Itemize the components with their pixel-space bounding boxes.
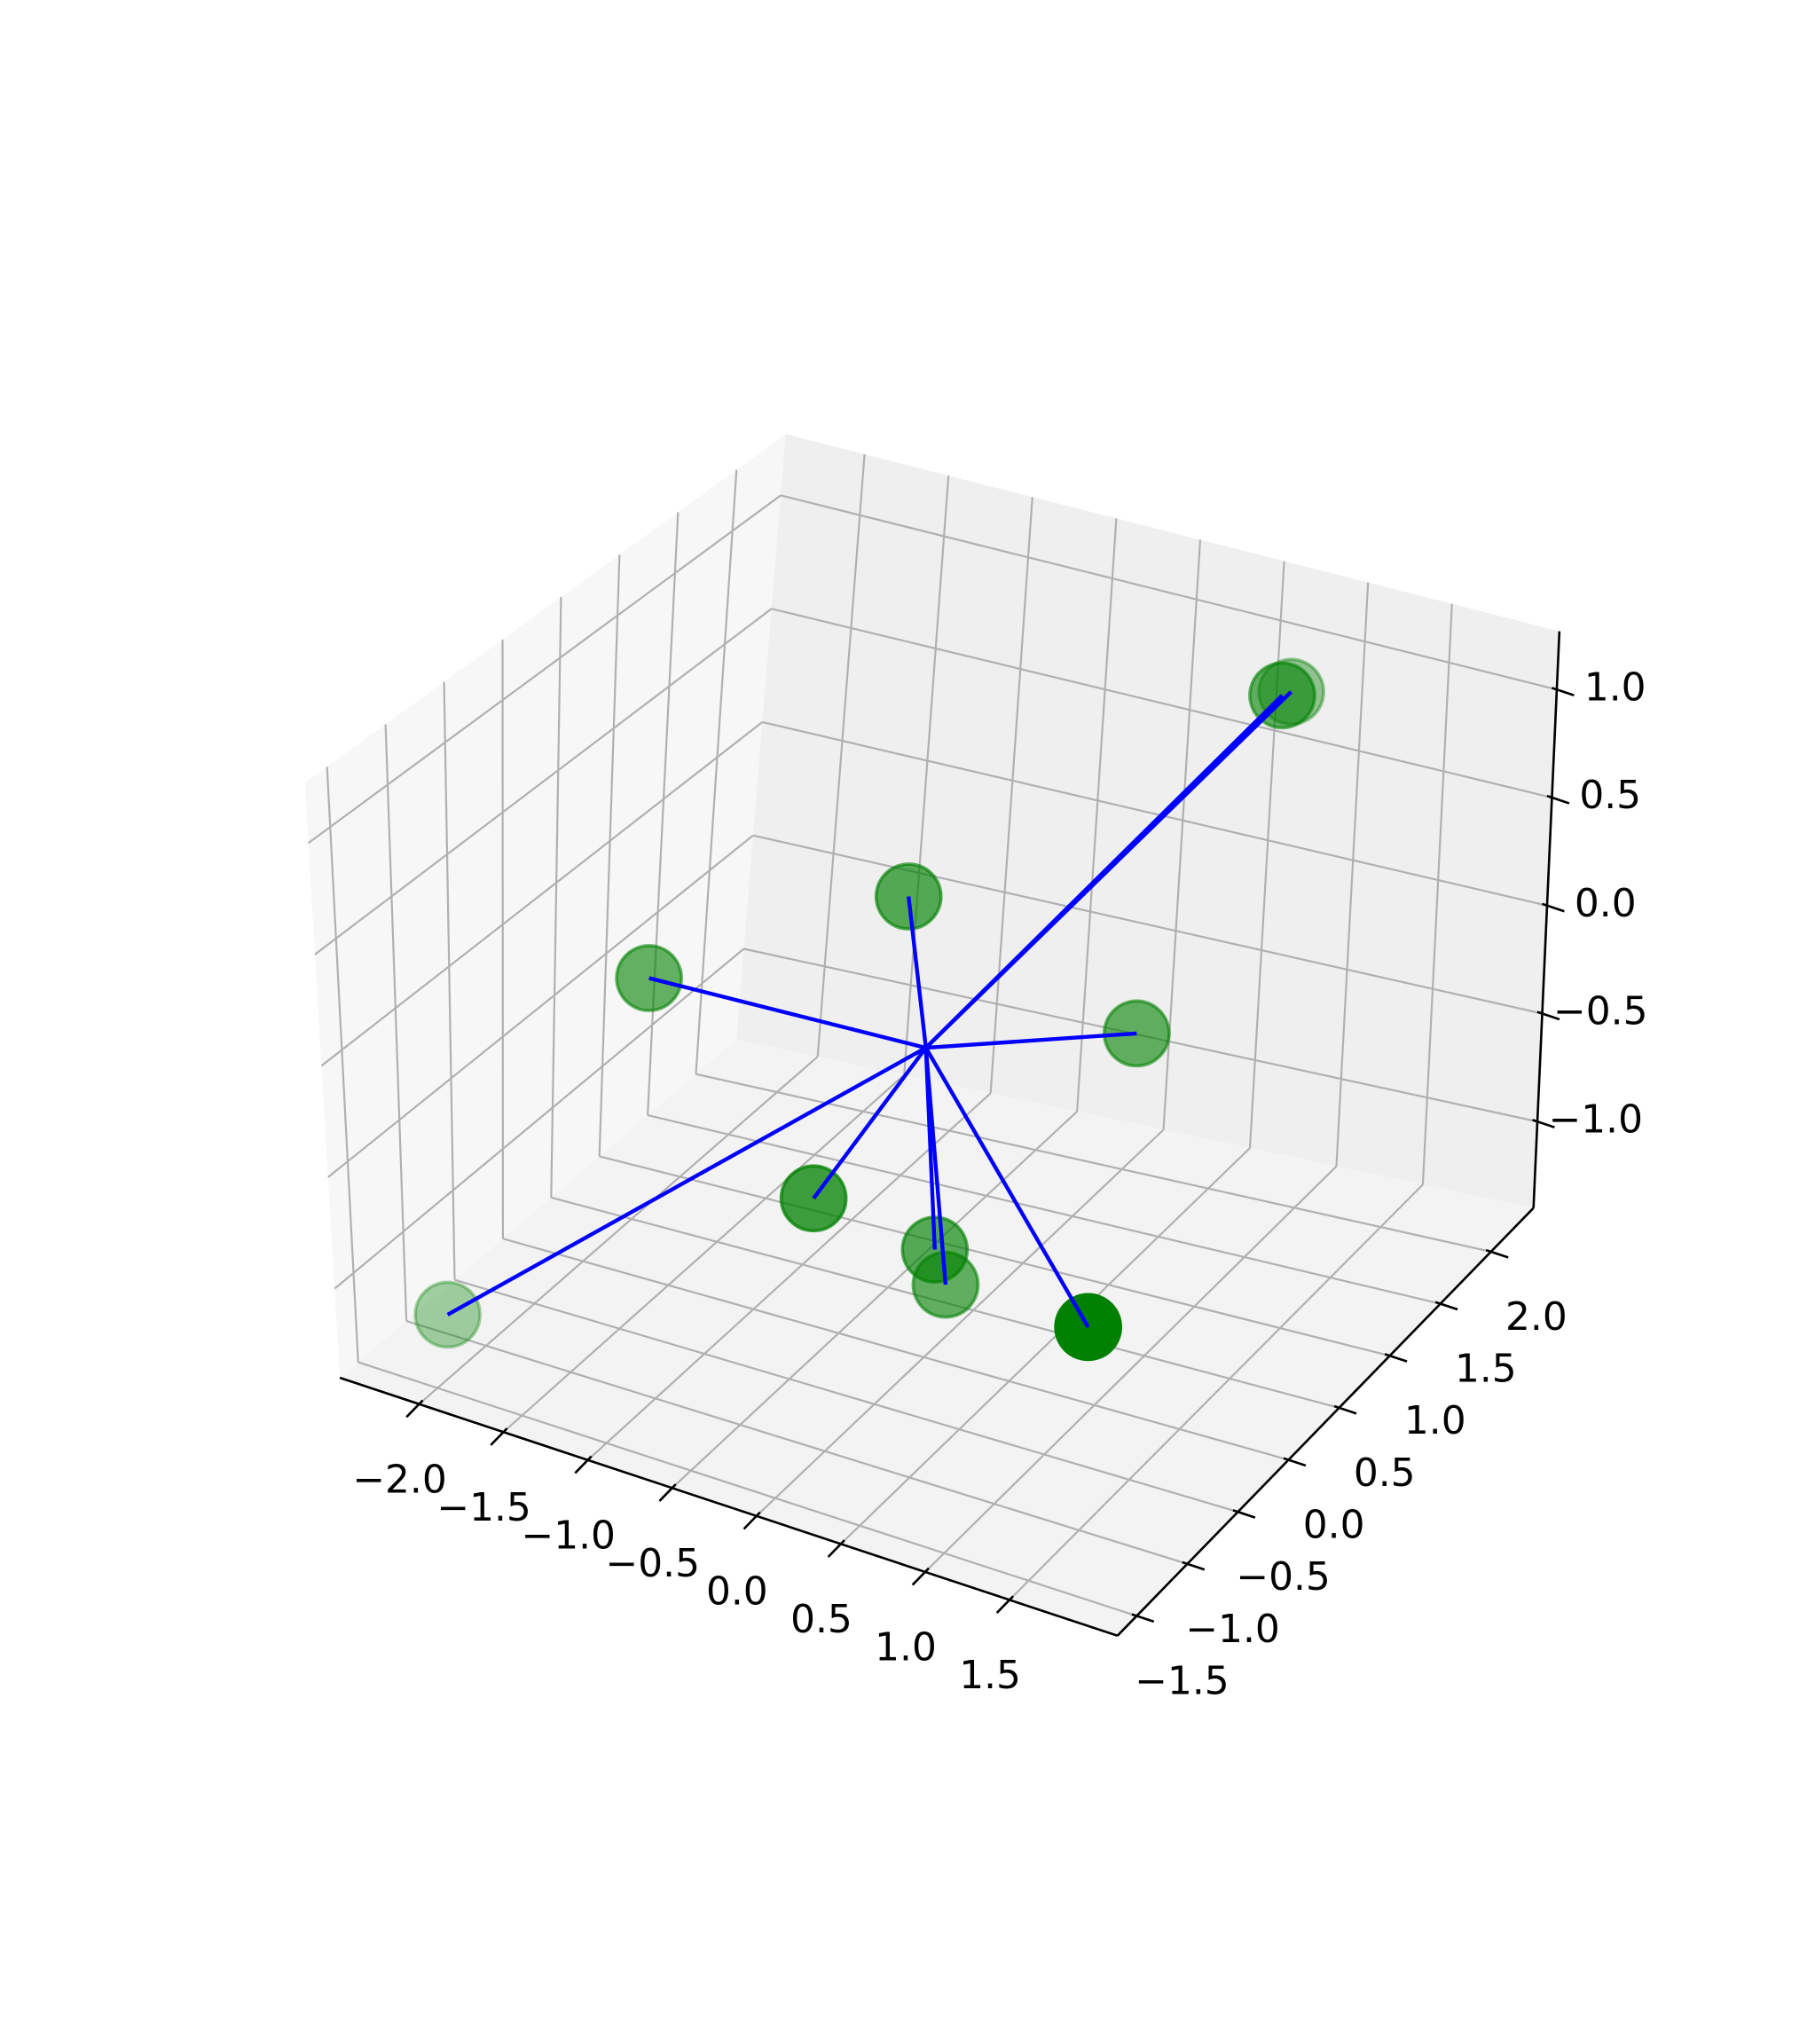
z-axis [1532, 631, 1561, 1208]
x-tick-label: −0.5 [606, 1541, 700, 1586]
y-tick-label: 1.0 [1404, 1398, 1466, 1443]
grid-line [695, 469, 738, 1074]
z-tick [1536, 1010, 1560, 1021]
z-tick-label: −0.5 [1553, 989, 1647, 1034]
y-axis [1116, 1207, 1535, 1637]
x-tick-label: −2.0 [352, 1457, 446, 1502]
point [1054, 1293, 1122, 1362]
grid-line [762, 720, 1548, 907]
left-pane [304, 434, 786, 1379]
grid-line [550, 597, 562, 1198]
grid-line [1248, 561, 1285, 1149]
z-tick-label: −1.0 [1549, 1097, 1643, 1142]
z-tick [1542, 902, 1565, 913]
grid-line [334, 947, 745, 1290]
y-tick-label: −0.5 [1236, 1554, 1330, 1600]
ray [923, 1046, 1090, 1328]
ray [446, 1046, 927, 1317]
grid-line [358, 1361, 1137, 1617]
grid-line [1335, 582, 1370, 1167]
y-tick-label: −1.0 [1185, 1607, 1279, 1652]
grid-line [443, 681, 456, 1280]
point [413, 1280, 482, 1349]
grid-line [771, 608, 1552, 799]
ray [907, 896, 928, 1049]
y-tick-label: 2.0 [1505, 1294, 1568, 1340]
grid-line [646, 512, 680, 1116]
grid-line [816, 453, 866, 1057]
grid-line [314, 608, 773, 955]
z-tick-label: 0.5 [1579, 773, 1641, 818]
ray [925, 1031, 1137, 1050]
grid-line [384, 724, 408, 1322]
z-tick-label: 1.0 [1584, 664, 1646, 710]
grid-line [989, 497, 1033, 1094]
ray [924, 690, 1293, 1050]
z-tick [1551, 687, 1575, 696]
x-tick-label: 0.5 [790, 1597, 852, 1642]
grid-line [780, 494, 1558, 691]
x-tick-label: 1.5 [959, 1653, 1021, 1698]
x-tick-label: 1.0 [875, 1625, 937, 1671]
x-axis [339, 1376, 1119, 1638]
point [615, 944, 683, 1012]
grid-line [326, 766, 359, 1363]
grid-line [327, 834, 754, 1178]
z-tick [1532, 1119, 1555, 1128]
grid-line [1421, 603, 1453, 1185]
grid-line [320, 721, 763, 1067]
x-tick-label: 0.0 [706, 1568, 768, 1614]
grid-line [307, 494, 782, 845]
grid-line [405, 1319, 1188, 1565]
x-tick-label: −1.5 [436, 1485, 530, 1530]
ray [812, 1046, 928, 1200]
y-tick-label: −1.5 [1135, 1658, 1229, 1703]
point [874, 862, 943, 931]
z-tick-label: 0.0 [1575, 881, 1637, 926]
grid-line [903, 476, 950, 1075]
grid-line [599, 1155, 1390, 1357]
grid-line [598, 554, 621, 1157]
grid-line [752, 834, 1543, 1015]
ray [648, 976, 927, 1050]
grid-line [1076, 518, 1118, 1112]
z-tick [1546, 794, 1570, 805]
grid-line [454, 1278, 1238, 1513]
y-tick-label: 0.5 [1354, 1450, 1416, 1496]
grid-line [647, 1114, 1441, 1305]
ray [923, 1047, 948, 1285]
y-tick-label: 1.5 [1455, 1347, 1517, 1392]
floor-pane [340, 1039, 1534, 1636]
grid-line [502, 1238, 1289, 1461]
x-tick-label: −1.0 [521, 1513, 615, 1558]
y-tick-label: 0.0 [1303, 1503, 1365, 1548]
back-pane [736, 434, 1560, 1208]
